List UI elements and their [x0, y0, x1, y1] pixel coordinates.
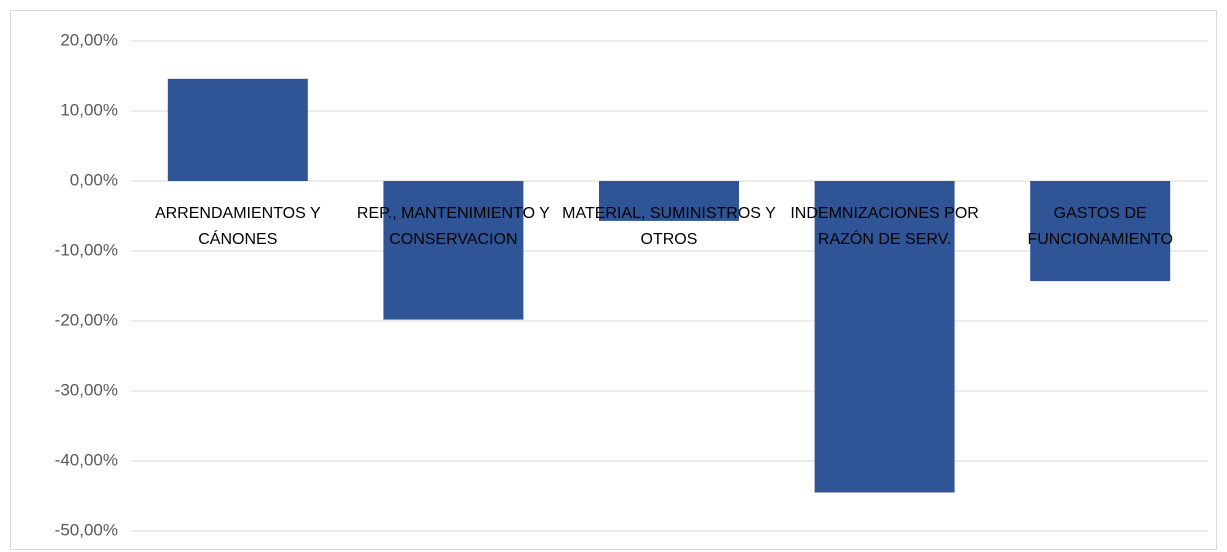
- x-tick-label: INDEMNIZACIONES POR RAZÓN DE SERV.: [790, 205, 979, 248]
- y-tick-label: 10,00%: [60, 100, 118, 119]
- bar: [599, 181, 739, 221]
- y-tick-label: -30,00%: [55, 380, 118, 399]
- bar: [1030, 181, 1171, 282]
- x-tick-label: GASTOS DE FUNCIONAMIENTO: [1027, 205, 1173, 248]
- y-tick-label: 0,00%: [70, 170, 118, 189]
- bar: [383, 181, 524, 320]
- y-tick-label: -40,00%: [55, 450, 118, 469]
- bar: [814, 181, 955, 493]
- x-tick-label: REP., MANTENIMIENTO Y CONSERVACION: [356, 205, 550, 248]
- y-tick-label: -10,00%: [55, 240, 118, 259]
- y-tick-label: -20,00%: [55, 310, 118, 329]
- x-tick-label: ARRENDAMIENTOS Y CÁNONES: [154, 205, 321, 248]
- x-tick-label: MATERIAL, SUMINISTROS Y OTROS: [562, 205, 776, 248]
- y-tick-label: -50,00%: [55, 520, 118, 539]
- chart-border: [10, 10, 1217, 550]
- y-tick-label: 20,00%: [60, 30, 118, 49]
- bar: [167, 78, 308, 181]
